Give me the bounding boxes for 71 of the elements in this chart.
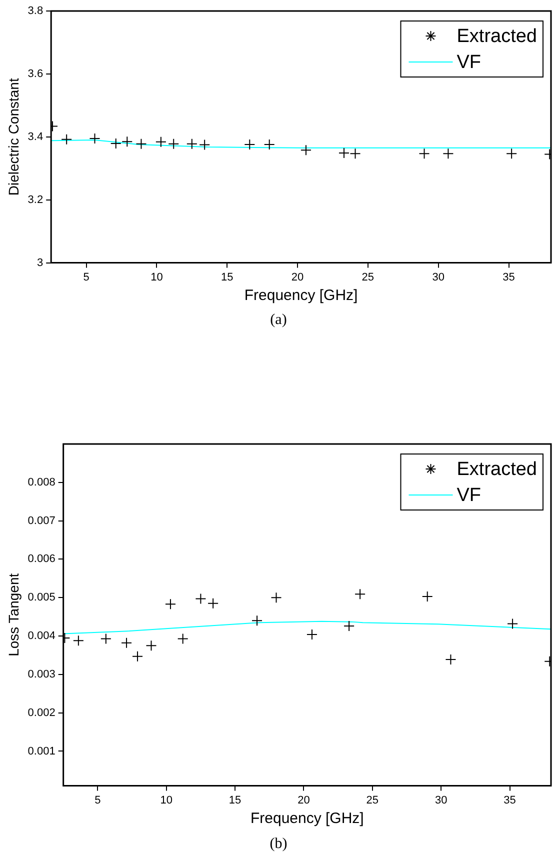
x-tick-label: 35: [502, 271, 515, 284]
legend-label: Extracted: [456, 26, 538, 48]
point: [195, 593, 206, 604]
point: [442, 148, 454, 160]
x-tick-label: 20: [298, 794, 310, 806]
point: [136, 138, 147, 150]
y-axis-title: Dielectric Constant: [5, 78, 22, 196]
y-tick-label: 3.8: [28, 5, 44, 18]
point: [418, 148, 430, 160]
point: [300, 144, 312, 156]
y-tick-label: 0.006: [28, 553, 56, 566]
x-axis-title: Frequency [GHz]: [250, 810, 364, 828]
y-tick-label: 0.001: [28, 745, 56, 758]
point: [252, 615, 263, 626]
point: [61, 134, 72, 145]
point: [506, 148, 518, 160]
y-tick-label: 0.002: [28, 706, 56, 719]
point: [350, 148, 361, 160]
text: (a): [269, 312, 288, 329]
y-tick-label: 3.6: [28, 68, 44, 80]
y-tick-label: 3.4: [28, 130, 44, 143]
y-tick-label: 0.004: [28, 630, 56, 642]
point: [344, 620, 355, 632]
point: [338, 147, 350, 158]
point: [110, 138, 122, 150]
point: [270, 592, 282, 604]
point: [306, 628, 318, 640]
x-tick-label: 5: [94, 794, 101, 806]
x-tick-label: 10: [160, 794, 172, 806]
point: [199, 139, 210, 150]
x-tick-label: 30: [434, 794, 448, 806]
point: [121, 637, 132, 648]
point: [208, 598, 219, 609]
x-tick-label: 15: [220, 271, 234, 284]
point: [244, 138, 256, 150]
point: [122, 136, 133, 148]
legend-label: Extracted: [456, 459, 538, 480]
y-tick-label: 0.005: [28, 592, 56, 604]
point: [507, 618, 518, 630]
text: (b): [268, 836, 288, 853]
point: [445, 654, 456, 665]
y-tick-label: 0.003: [28, 668, 56, 680]
point: [155, 136, 166, 148]
x-tick-label: 15: [228, 794, 242, 806]
legend-label: VF: [456, 485, 482, 506]
y-tick-label: 3.2: [28, 194, 44, 206]
y-tick-label: 3: [36, 256, 44, 269]
x-tick-label: 10: [150, 271, 163, 284]
point: [264, 138, 275, 150]
y-tick-label: 0.008: [28, 476, 56, 488]
x-tick-label: 30: [432, 271, 444, 284]
point: [186, 138, 198, 150]
point: [132, 650, 144, 662]
x-tick-label: 35: [504, 794, 516, 806]
point: [89, 132, 100, 144]
x-tick-label: 20: [291, 271, 304, 284]
point: [177, 633, 188, 644]
x-tick-label: 5: [83, 271, 90, 284]
y-tick-label: 0.007: [28, 514, 56, 527]
y-axis-title: Loss Tangent: [5, 573, 22, 656]
point: [354, 588, 366, 600]
point: [168, 138, 180, 150]
point: [146, 640, 157, 652]
legend-label: VF: [456, 52, 482, 74]
x-axis-title: Frequency [GHz]: [244, 287, 358, 304]
point: [164, 598, 176, 610]
x-tick-label: 25: [362, 271, 374, 284]
point: [100, 633, 112, 644]
point: [422, 590, 433, 602]
x-tick-label: 25: [366, 794, 379, 806]
point: [72, 635, 84, 646]
